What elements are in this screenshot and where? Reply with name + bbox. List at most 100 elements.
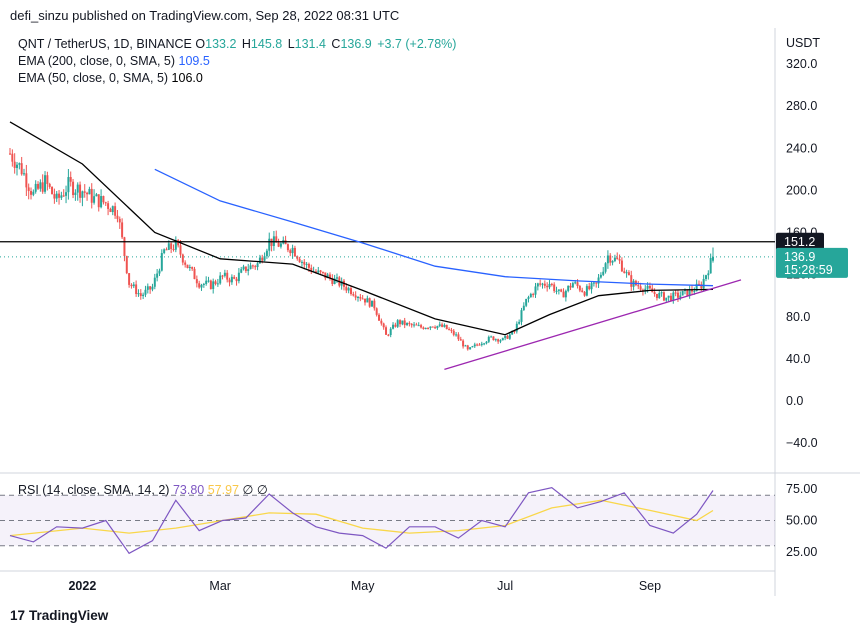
- candle-body: [492, 336, 495, 341]
- candle-body: [658, 292, 661, 299]
- candle-body: [462, 340, 465, 347]
- candle-body: [478, 344, 481, 346]
- candle-body: [604, 263, 607, 272]
- candle-body: [700, 284, 703, 289]
- candle-body: [413, 324, 416, 326]
- candle-body: [588, 286, 591, 290]
- candle-body: [434, 327, 437, 329]
- candle-body: [574, 282, 577, 284]
- candle-body: [483, 343, 486, 345]
- candle-body: [380, 320, 383, 324]
- candle-body: [307, 263, 310, 268]
- candle-body: [90, 188, 93, 203]
- tradingview-logo[interactable]: 17 TradingView: [10, 608, 108, 623]
- candle-body: [177, 240, 180, 246]
- candle-body: [403, 320, 406, 326]
- candle-body: [364, 298, 367, 303]
- candle-body: [13, 161, 16, 168]
- candle-body: [69, 177, 72, 182]
- candle-body: [233, 276, 236, 279]
- candle-body: [674, 292, 677, 294]
- candle-body: [417, 325, 420, 327]
- candle-body: [595, 282, 598, 284]
- candle-body: [221, 275, 224, 277]
- support-trendline[interactable]: [444, 279, 742, 371]
- candle-body: [144, 289, 147, 295]
- rsi-ma-line: [9, 499, 714, 537]
- candle-body: [156, 273, 159, 278]
- candle-body: [476, 344, 479, 346]
- candle-body: [244, 266, 247, 272]
- ema50-label: EMA (50, close, 0, SMA, 5): [18, 71, 169, 85]
- candle-body: [609, 255, 612, 263]
- candle-body: [662, 292, 665, 301]
- candle-body: [564, 290, 567, 298]
- candle-body: [557, 289, 560, 291]
- ema50-line: [9, 121, 714, 336]
- candle-body: [424, 327, 427, 329]
- open-label: O: [195, 37, 206, 51]
- rsi-label: RSI (14, close, SMA, 14, 2): [18, 483, 170, 497]
- candle-body: [235, 278, 238, 282]
- candle-body: [464, 345, 467, 347]
- rsi-line: [9, 487, 714, 555]
- tradingview-logo-text: TradingView: [29, 608, 109, 623]
- time-tick-label: Mar: [209, 579, 231, 593]
- candle-body: [121, 222, 124, 238]
- candle-body: [394, 324, 397, 327]
- candle-body: [41, 182, 44, 192]
- candle-body: [102, 196, 105, 203]
- candle-body: [469, 347, 472, 350]
- candle-body: [298, 258, 301, 263]
- candle-body: [186, 264, 189, 269]
- candle-body: [387, 334, 390, 336]
- candle-body: [625, 272, 628, 274]
- candle-body: [445, 324, 448, 330]
- price-tick-label: 200.0: [786, 183, 817, 197]
- candle-body: [550, 283, 553, 285]
- candle-body: [167, 243, 170, 250]
- candle-body: [459, 339, 462, 341]
- candle-body: [170, 243, 173, 250]
- candle-body: [279, 243, 282, 247]
- candle-body: [97, 194, 100, 208]
- ema50-value: 106.0: [171, 71, 203, 85]
- candle-body: [254, 266, 257, 268]
- candle-body: [149, 286, 152, 290]
- candle-body: [188, 267, 191, 269]
- candle-body: [314, 271, 317, 273]
- candle-body: [527, 297, 530, 299]
- candle-body: [406, 322, 409, 326]
- candle-body: [408, 322, 411, 324]
- candle-body: [401, 320, 404, 325]
- candle-body: [214, 281, 217, 284]
- candle-body: [277, 242, 280, 247]
- candle-body: [567, 285, 570, 291]
- tradingview-logo-icon: 17: [10, 608, 26, 623]
- candle-body: [695, 283, 698, 292]
- candle-body: [11, 153, 14, 162]
- candle-body: [228, 279, 231, 283]
- candle-body: [249, 265, 252, 270]
- candle-body: [644, 288, 647, 292]
- candle-body: [415, 324, 418, 326]
- currency-label: USDT: [786, 36, 820, 50]
- candle-body: [137, 293, 140, 295]
- candle-body: [620, 260, 623, 272]
- candle-body: [305, 263, 308, 265]
- candle-body: [676, 292, 679, 298]
- candle-body: [655, 293, 658, 299]
- candle-body: [184, 262, 187, 265]
- candle-body: [165, 249, 168, 251]
- candle-body: [704, 275, 707, 280]
- candle-body: [583, 291, 586, 296]
- candle-body: [331, 278, 334, 284]
- candle-body: [429, 326, 432, 329]
- candle-body: [378, 314, 381, 321]
- candle-body: [256, 263, 259, 268]
- candle-body: [48, 183, 51, 187]
- candle-body: [616, 257, 619, 260]
- low-label: L: [287, 37, 295, 51]
- candle-body: [62, 195, 65, 197]
